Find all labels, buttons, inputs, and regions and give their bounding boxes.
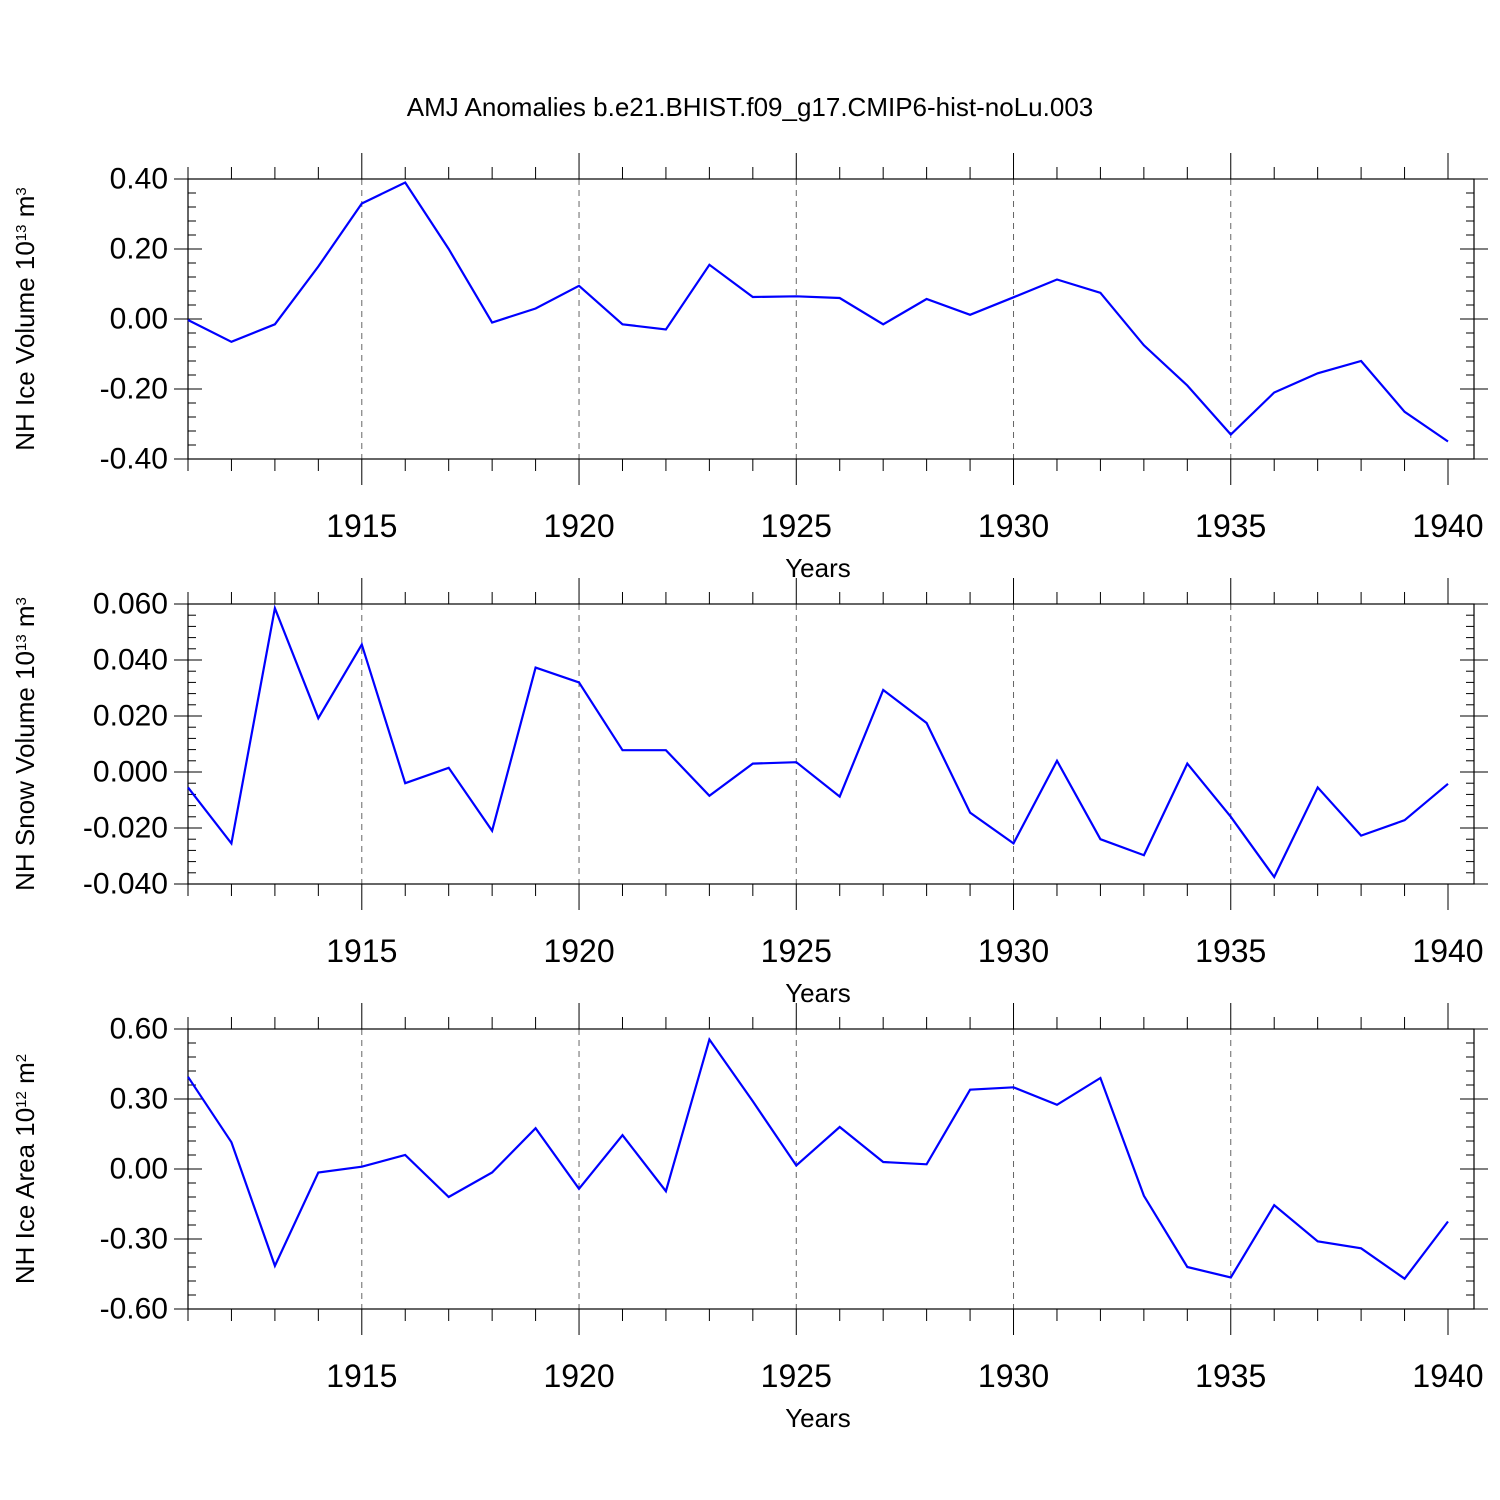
y-tick-label: -0.40 (100, 443, 168, 476)
y-label-unit-exponent: 2 (13, 1054, 30, 1062)
x-tick-label: 1940 (1412, 508, 1483, 544)
y-axis-label: NH Snow Volume 1013 m3 (10, 597, 40, 891)
y-tick-label: 0.20 (110, 233, 168, 266)
x-tick-label: 1930 (978, 933, 1049, 969)
y-tick-label: 0.000 (93, 756, 168, 789)
x-tick-label: 1925 (761, 933, 832, 969)
x-tick-label: 1935 (1195, 933, 1266, 969)
x-tick-label: 1920 (543, 933, 614, 969)
y-label-exponent: 13 (13, 224, 30, 241)
x-tick-label: 1930 (978, 508, 1049, 544)
x-tick-label: 1925 (761, 508, 832, 544)
figure-title: AMJ Anomalies b.e21.BHIST.f09_g17.CMIP6-… (407, 92, 1094, 122)
x-tick-label: 1920 (543, 1358, 614, 1394)
x-axis-label: Years (785, 978, 851, 1008)
y-label-unit: m (10, 196, 40, 225)
y-label-unit: m (10, 605, 40, 634)
y-label-unit-exponent: 3 (13, 597, 30, 605)
y-tick-label: 0.040 (93, 644, 168, 677)
series-line (187, 1036, 1449, 1281)
y-label-text: NH Ice Volume 10 (10, 241, 40, 451)
x-tick-label: 1920 (543, 508, 614, 544)
panel-ice-area: NH Ice Area 1012 m2 Years 1915 1920 1925 19… (10, 1003, 1488, 1433)
panel-snow-volume: NH Snow Volume 1013 m3 Years 1915 1920 192… (10, 578, 1488, 1008)
y-tick-label: -0.040 (83, 868, 168, 901)
plot-frame (187, 603, 1475, 885)
y-label-unit-exponent: 3 (13, 187, 30, 195)
y-label-unit: m (10, 1062, 40, 1091)
y-tick-label: 0.00 (110, 1153, 168, 1186)
x-tick-label: 1940 (1412, 933, 1483, 969)
y-tick-label: -0.020 (83, 812, 168, 845)
x-tick-label: 1935 (1195, 1358, 1266, 1394)
y-tick-label: 0.060 (93, 588, 168, 621)
x-tick-label: 1915 (326, 933, 397, 969)
series-line (187, 604, 1449, 880)
x-tick-label: 1915 (326, 508, 397, 544)
y-axis-label: NH Ice Area 1012 m2 (10, 1054, 40, 1284)
plot-frame (187, 178, 1475, 460)
x-tick-label: 1915 (326, 1358, 397, 1394)
y-tick-label: -0.20 (100, 373, 168, 406)
x-tick-label: 1940 (1412, 1358, 1483, 1394)
y-tick-label: 0.00 (110, 303, 168, 336)
x-axis-label: Years (785, 1403, 851, 1433)
y-tick-label: 0.40 (110, 163, 168, 196)
plot-frame (187, 1028, 1475, 1310)
y-tick-label: 0.60 (110, 1013, 168, 1046)
y-label-exponent: 12 (13, 1091, 30, 1108)
y-tick-label: -0.30 (100, 1223, 168, 1256)
y-axis-label: NH Ice Volume 1013 m3 (10, 187, 40, 450)
y-tick-label: 0.30 (110, 1083, 168, 1116)
x-tick-label: 1935 (1195, 508, 1266, 544)
y-label-text: NH Snow Volume 10 (10, 651, 40, 891)
x-axis-label: Years (785, 553, 851, 583)
y-label-text: NH Ice Area 10 (10, 1108, 40, 1284)
x-tick-label: 1925 (761, 1358, 832, 1394)
panel-ice-volume: NH Ice Volume 1013 m3 Years 1915 1920 1925… (10, 153, 1488, 583)
y-tick-label: -0.60 (100, 1293, 168, 1326)
y-tick-label: 0.020 (93, 700, 168, 733)
series-line (187, 181, 1449, 443)
x-tick-label: 1930 (978, 1358, 1049, 1394)
y-label-exponent: 13 (13, 634, 30, 651)
